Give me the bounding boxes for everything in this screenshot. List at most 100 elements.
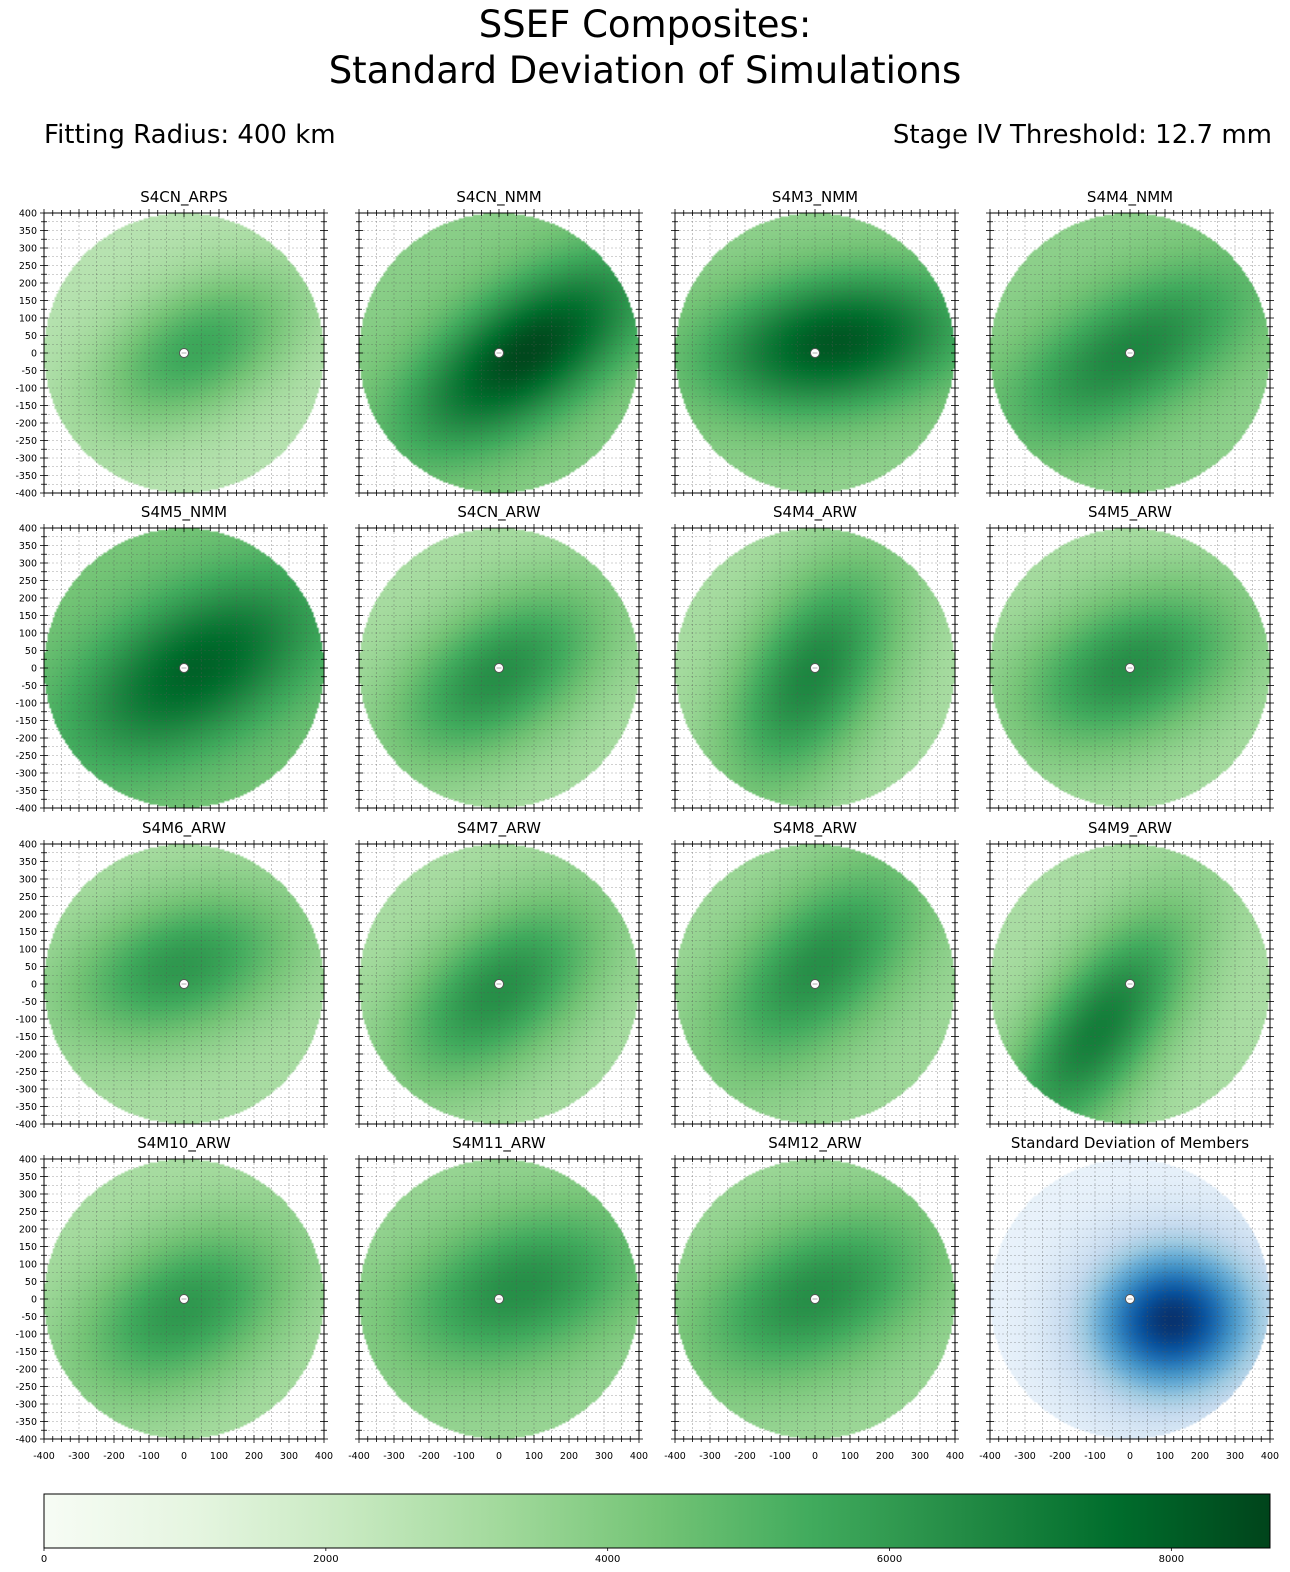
- panel-title: S4M7_ARW: [457, 819, 541, 838]
- y-tick-label: 350: [19, 1172, 37, 1183]
- y-tick-label: 50: [25, 331, 37, 342]
- colorbar-tick-label: 0: [41, 1554, 47, 1565]
- panel: S4M10_ARW 400 350 300 250 200 150 100 50 0 -50 -100…: [15, 1134, 333, 1462]
- y-tick-label: -250: [15, 1067, 37, 1078]
- x-tick-label: 400: [946, 1451, 964, 1462]
- x-tick-label: 300: [911, 1451, 929, 1462]
- colorbar-tick-label: 6000: [877, 1554, 902, 1565]
- y-tick-label: 250: [19, 261, 37, 272]
- colorbar-ticks: [43, 1548, 1172, 1551]
- y-tick-label: 350: [19, 226, 37, 237]
- x-tick-label: 100: [841, 1451, 859, 1462]
- panel: S4CN_NMM: [355, 188, 643, 497]
- x-tick-label: 100: [1156, 1451, 1174, 1462]
- y-tick-label: -100: [15, 1015, 37, 1026]
- panel: S4M11_ARW -400 -300 -200 -100 0 100 200 300 400: [348, 1134, 648, 1462]
- x-tick-label: -400: [33, 1451, 55, 1462]
- x-tick-label: -300: [1014, 1451, 1036, 1462]
- y-tick-label: -50: [21, 997, 37, 1008]
- y-tick-label: -350: [15, 786, 37, 797]
- panel: S4M7_ARW: [355, 819, 643, 1128]
- y-tick-label: 100: [19, 629, 37, 640]
- y-tick-label: -150: [15, 716, 37, 727]
- x-tick-label: 200: [560, 1451, 578, 1462]
- x-tick-label: -400: [664, 1451, 686, 1462]
- panel-title: S4CN_NMM: [456, 188, 541, 207]
- panel: S4CN_ARW: [355, 503, 643, 812]
- colorbar-gradient: [43, 1493, 1271, 1549]
- panel: S4M12_ARW -400 -300 -200 -100 0 100 200 300 400: [664, 1134, 964, 1462]
- y-tick-label: -200: [15, 1365, 37, 1376]
- x-tick-label: 200: [245, 1451, 263, 1462]
- x-tick-label: 200: [876, 1451, 894, 1462]
- y-tick-label: -50: [21, 366, 37, 377]
- y-tick-label: 250: [19, 1207, 37, 1218]
- y-tick-label: -300: [15, 1400, 37, 1411]
- y-tick-label: -250: [15, 1382, 37, 1393]
- panel: S4M5_NMM 400 350 300 250 200 150 100 50 0 -50 -100 -…: [15, 503, 328, 815]
- y-tick-label: -300: [15, 454, 37, 465]
- y-tick-label: 100: [19, 314, 37, 325]
- panel: S4CN_ARPS 400 350 300 250 200 150 100 50 0 -50 -100…: [15, 188, 328, 500]
- x-tick-label: -200: [734, 1451, 756, 1462]
- x-tick-label: 400: [1261, 1451, 1279, 1462]
- x-tick-label: 300: [1226, 1451, 1244, 1462]
- panel-title: S4CN_ARW: [457, 503, 540, 522]
- y-tick-label: -200: [15, 1050, 37, 1061]
- x-tick-label: 0: [181, 1451, 187, 1462]
- x-tick-label: 0: [812, 1451, 818, 1462]
- y-tick-label: 50: [25, 962, 37, 973]
- x-tick-label: -100: [1084, 1451, 1106, 1462]
- title-line-1: SSEF Composites:: [478, 3, 812, 46]
- y-tick-label: 100: [19, 1260, 37, 1271]
- y-tick-label: -350: [15, 1417, 37, 1428]
- y-tick-label: 150: [19, 611, 37, 622]
- y-tick-label: -300: [15, 1085, 37, 1096]
- y-tick-label: -300: [15, 769, 37, 780]
- colorbar-tick-label: 2000: [313, 1554, 338, 1565]
- x-tick-label: 300: [595, 1451, 613, 1462]
- y-tick-label: -400: [15, 804, 37, 815]
- panel-title: S4M10_ARW: [137, 1134, 231, 1153]
- x-tick-label: -300: [699, 1451, 721, 1462]
- panel-title: Standard Deviation of Members: [1011, 1134, 1249, 1152]
- x-tick-label: -400: [348, 1451, 370, 1462]
- stage-iv-threshold-label: Stage IV Threshold: 12.7 mm: [892, 120, 1272, 150]
- y-tick-label: -400: [15, 1435, 37, 1446]
- y-tick-label: -150: [15, 1032, 37, 1043]
- y-tick-label: 50: [25, 646, 37, 657]
- panel: S4M3_NMM: [671, 188, 959, 497]
- y-tick-label: 400: [19, 840, 37, 851]
- y-tick-label: 300: [19, 244, 37, 255]
- panel-title: S4M4_NMM: [1087, 188, 1173, 207]
- y-tick-label: 0: [31, 980, 37, 991]
- x-tick-label: -300: [68, 1451, 90, 1462]
- panel: S4M5_ARW: [986, 503, 1274, 812]
- panel: S4M4_NMM: [986, 188, 1274, 497]
- y-tick-label: 300: [19, 559, 37, 570]
- y-tick-label: 0: [31, 349, 37, 360]
- colorbar-tick-labels: 0 2000 4000 6000 8000: [41, 1554, 1184, 1565]
- y-tick-label: -100: [15, 384, 37, 395]
- y-tick-label: 200: [19, 1225, 37, 1236]
- y-tick-label: 150: [19, 927, 37, 938]
- y-tick-label: 200: [19, 279, 37, 290]
- y-tick-label: -50: [21, 1312, 37, 1323]
- y-tick-label: -400: [15, 489, 37, 500]
- x-tick-label: -200: [1049, 1451, 1071, 1462]
- x-tick-label: 300: [280, 1451, 298, 1462]
- y-tick-label: 350: [19, 541, 37, 552]
- panel-title: S4M11_ARW: [452, 1134, 546, 1153]
- panel-title: S4M3_NMM: [772, 188, 858, 207]
- y-tick-label: -350: [15, 471, 37, 482]
- x-tick-label: 0: [496, 1451, 502, 1462]
- y-tick-label: -400: [15, 1120, 37, 1131]
- colorbar-tick-label: 8000: [1159, 1554, 1184, 1565]
- y-tick-label: 350: [19, 857, 37, 868]
- y-tick-label: -250: [15, 751, 37, 762]
- x-tick-label: -100: [453, 1451, 475, 1462]
- y-tick-label: -350: [15, 1102, 37, 1113]
- y-tick-label: 200: [19, 594, 37, 605]
- x-tick-label: 400: [315, 1451, 333, 1462]
